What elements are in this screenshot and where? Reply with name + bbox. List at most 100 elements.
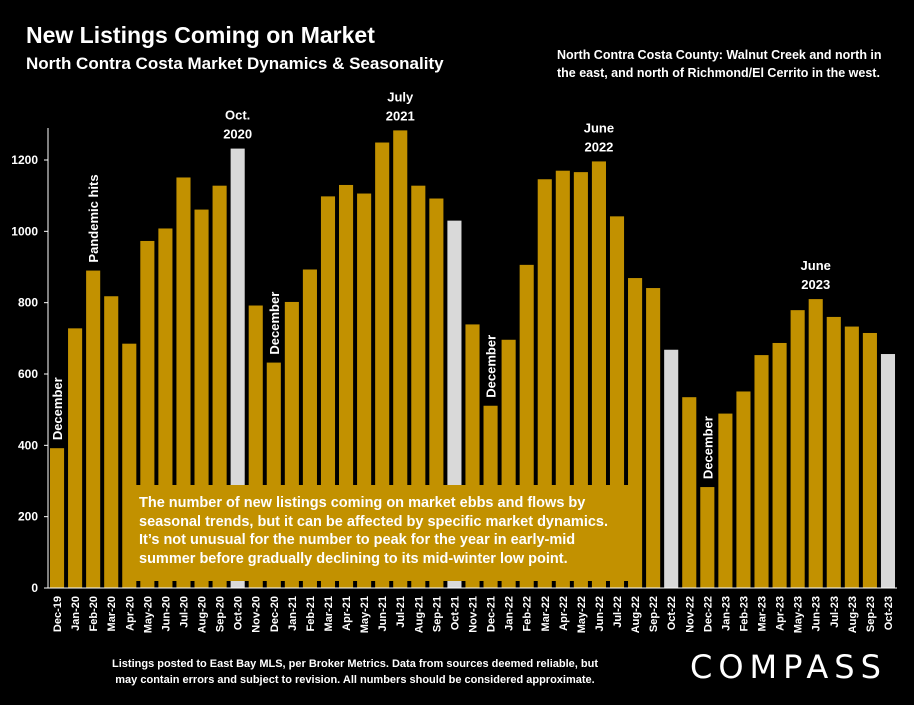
x-tick-label: Oct-23 (883, 596, 895, 630)
y-tick-label: 1000 (11, 224, 38, 238)
annotation-label: Oct. (225, 108, 250, 123)
x-tick-label: Nov-22 (684, 596, 696, 633)
bar-jun-22 (591, 161, 606, 588)
annotation-label: 2020 (223, 127, 252, 142)
bar-mar-20 (104, 296, 119, 588)
x-tick-label: Feb-22 (522, 596, 534, 631)
y-tick-label: 200 (18, 510, 38, 524)
x-tick-label: Sep-23 (865, 596, 877, 632)
chart-subtitle: North Contra Costa Market Dynamics & Sea… (26, 54, 444, 73)
x-tick-label: Jan-21 (287, 596, 299, 631)
bar-jun-21 (375, 142, 390, 589)
bar-jul-21 (393, 130, 408, 588)
chart-title: New Listings Coming on Market (26, 22, 375, 48)
x-tick-label: Jul-21 (395, 596, 407, 628)
x-tick-label: Oct-20 (233, 596, 245, 630)
x-tick-label: Apr-23 (775, 596, 787, 631)
x-tick-label: Feb-21 (305, 596, 317, 631)
footer-line-2: may contain errors and subject to revisi… (115, 674, 595, 686)
y-tick-label: 0 (31, 581, 38, 595)
x-tick-label: Mar-22 (540, 596, 552, 631)
x-tick-label: Jun-20 (160, 596, 172, 631)
footer-note: Listings posted to East Bay MLS, per Bro… (70, 656, 640, 688)
x-tick-label: Nov-21 (468, 596, 480, 633)
bar-nov-22 (682, 397, 697, 588)
bar-sep-23 (862, 332, 877, 588)
x-tick-label: Jan-23 (720, 596, 732, 631)
x-tick-label: Dec-22 (702, 596, 714, 632)
x-tick-label: Aug-21 (413, 596, 425, 633)
annotation-label: 2021 (386, 108, 415, 123)
x-tick-label: Aug-20 (197, 596, 209, 633)
annotation-label: June (801, 258, 831, 273)
bar-oct-23 (880, 354, 896, 588)
x-tick-label: Aug-23 (847, 596, 859, 633)
x-tick-label: Jun-21 (377, 596, 389, 631)
annotation-label: December (484, 335, 499, 398)
x-tick-label: Sep-21 (431, 596, 443, 632)
x-tick-label: Oct-22 (666, 596, 678, 630)
x-tick-label: May-22 (576, 596, 588, 633)
x-tick-label: Jan-20 (70, 596, 82, 631)
x-tick-label: Nov-20 (251, 596, 263, 633)
x-tick-label: Jun-23 (811, 596, 823, 631)
x-tick-label: Mar-23 (757, 596, 769, 631)
bar-jun-23 (808, 299, 823, 588)
bar-feb-23 (736, 391, 751, 588)
x-tick-label: Aug-22 (630, 596, 642, 633)
x-tick-label: Dec-19 (52, 596, 64, 632)
x-tick-label: Mar-21 (323, 596, 335, 631)
annotation-label: December (700, 416, 715, 479)
bar-apr-23 (772, 342, 787, 588)
x-tick-label: Dec-20 (269, 596, 281, 632)
annotation-label: December (50, 377, 65, 440)
annotation-label: July (387, 89, 414, 104)
bar-oct-22 (664, 349, 679, 588)
bar-dec-19 (49, 448, 65, 588)
x-tick-label: May-20 (142, 596, 154, 633)
callout-box: The number of new listings coming on mar… (127, 485, 641, 581)
x-tick-label: Jul-20 (178, 596, 190, 628)
x-tick-label: Mar-20 (106, 596, 118, 631)
x-tick-label: Apr-21 (341, 596, 353, 631)
x-tick-label: Sep-22 (648, 596, 660, 632)
bar-may-22 (573, 172, 588, 589)
bar-dec-22 (700, 487, 715, 588)
annotation-label: 2022 (584, 139, 613, 154)
x-tick-label: Apr-20 (124, 596, 136, 631)
bar-may-23 (790, 310, 805, 588)
y-tick-label: 600 (18, 367, 38, 381)
bar-aug-23 (844, 326, 859, 588)
bar-mar-23 (754, 355, 769, 588)
bar-feb-20 (86, 270, 101, 588)
x-tick-label: Jan-22 (504, 596, 516, 631)
x-tick-label: Jul-22 (612, 596, 624, 628)
bar-jan-20 (68, 328, 83, 588)
bar-jan-23 (718, 413, 733, 588)
x-tick-label: May-21 (359, 596, 371, 633)
region-note: North Contra Costa County: Walnut Creek … (557, 48, 882, 80)
x-tick-label: Jul-23 (829, 596, 841, 628)
bar-apr-22 (555, 170, 570, 588)
y-tick-label: 400 (18, 438, 38, 452)
bar-sep-22 (646, 288, 661, 588)
x-tick-label: Oct-21 (449, 596, 461, 630)
annotation-label: Pandemic hits (86, 174, 101, 262)
x-tick-label: Sep-20 (215, 596, 227, 632)
bar-oct-20 (230, 148, 245, 588)
annotation-label: 2023 (801, 277, 830, 292)
y-tick-label: 1200 (11, 153, 38, 167)
x-tick-label: May-23 (793, 596, 805, 633)
y-tick-label: 800 (18, 296, 38, 310)
x-tick-label: Dec-21 (486, 596, 498, 632)
bar-jul-23 (826, 316, 841, 588)
x-tick-label: Jun-22 (594, 596, 606, 631)
x-tick-label: Apr-22 (558, 596, 570, 631)
footer-line-1: Listings posted to East Bay MLS, per Bro… (112, 658, 598, 670)
annotation-label: December (267, 292, 282, 355)
x-tick-label: Feb-23 (738, 596, 750, 631)
x-tick-label: Feb-20 (88, 596, 100, 631)
compass-logo: COMPASS (690, 648, 887, 686)
annotation-label: June (584, 120, 614, 135)
